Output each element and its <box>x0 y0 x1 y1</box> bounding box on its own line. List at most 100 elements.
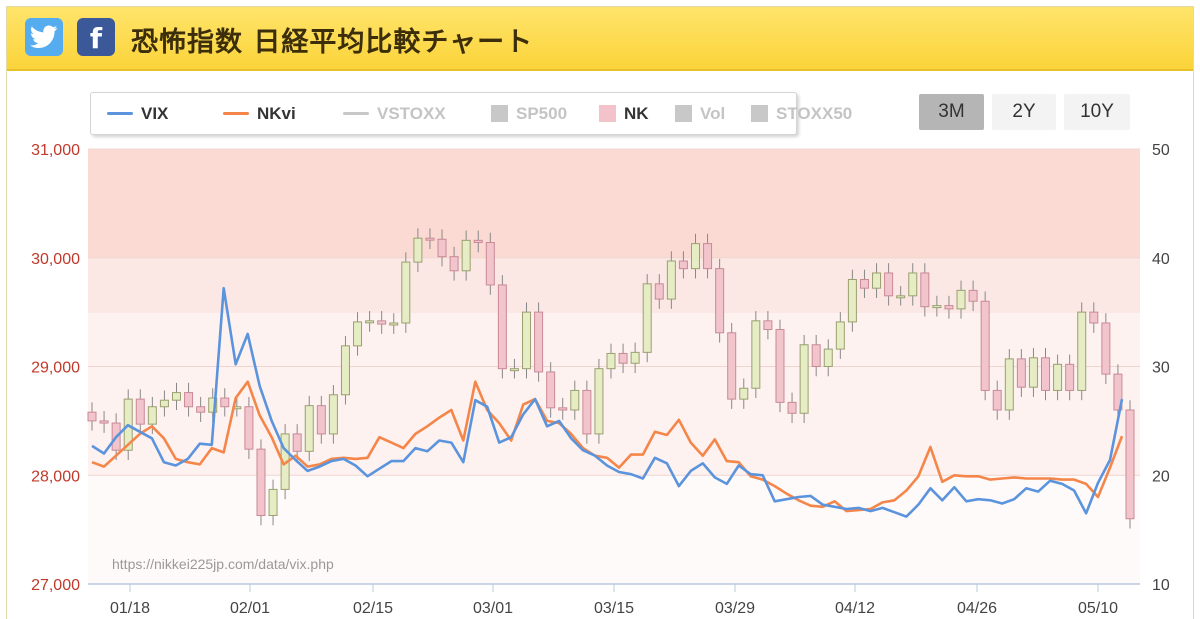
candle-body <box>473 239 483 244</box>
candle-body <box>956 289 966 310</box>
right-tick-label: 30 <box>1152 360 1170 377</box>
candle-body <box>654 283 664 300</box>
vix-line <box>91 286 1124 518</box>
legend-item-vol[interactable]: Vol <box>675 93 725 134</box>
candle-body <box>1053 363 1063 391</box>
candle-body <box>292 433 302 452</box>
candle-body <box>606 352 616 370</box>
candle-body <box>678 260 688 270</box>
legend-label: Vol <box>700 103 726 123</box>
legend-swatch <box>223 112 249 115</box>
legend-item-stoxx50[interactable]: STOXX50 <box>751 93 852 134</box>
candle-body <box>1065 363 1075 391</box>
range-3m-button[interactable]: 3M <box>919 94 984 130</box>
legend-swatch <box>343 112 369 115</box>
candle-body <box>389 322 399 326</box>
legend-item-sp500[interactable]: SP500 <box>491 93 567 134</box>
candle-body <box>823 348 833 368</box>
legend-swatch <box>599 105 616 122</box>
candle-body <box>847 279 857 323</box>
twitter-icon <box>30 25 58 48</box>
candle-body <box>763 320 773 331</box>
candle-body <box>666 260 676 300</box>
zone-band <box>88 149 1140 258</box>
right-tick-label: 40 <box>1152 251 1170 268</box>
candle-body <box>787 401 797 414</box>
x-tick-label: 04/26 <box>957 600 997 617</box>
watermark-url: https://nikkei225jp.com/data/vix.php <box>112 556 334 572</box>
x-tick-label: 04/12 <box>835 600 875 617</box>
fear-zones <box>88 149 1140 584</box>
right-tick-label: 50 <box>1152 142 1170 159</box>
candle-body <box>135 398 145 425</box>
candle-body <box>570 389 580 411</box>
legend-swatch <box>751 105 768 122</box>
axes: 01/18 02/01 02/15 03/01 03/15 03/29 04/12 04/26… <box>31 142 1170 617</box>
legend-label: VSTOXX <box>377 103 446 123</box>
candle-body <box>1041 357 1051 391</box>
candle-body <box>751 320 761 389</box>
range-2y-button[interactable]: 2Y <box>992 94 1056 130</box>
candle-body <box>582 389 592 435</box>
candle-body <box>99 420 109 424</box>
candle-body <box>340 345 350 396</box>
legend-swatch <box>675 105 692 122</box>
twitter-share-button[interactable] <box>25 18 63 56</box>
left-tick-label: 31,000 <box>31 142 80 159</box>
candle-body <box>896 295 906 299</box>
facebook-share-button[interactable]: f <box>77 18 115 56</box>
candle-body <box>365 320 375 324</box>
legend-item-nkvi[interactable]: NKvi <box>223 93 296 134</box>
candle-body <box>485 242 495 286</box>
candle-body <box>461 239 471 272</box>
candle-body <box>208 397 218 413</box>
candle-body <box>497 284 507 370</box>
candle-body <box>727 332 737 400</box>
candle-body <box>244 406 254 450</box>
legend-item-vix[interactable]: VIX <box>107 93 168 134</box>
candle-body <box>509 368 519 372</box>
candle-body <box>1004 358 1014 411</box>
candle-body <box>147 406 157 425</box>
candle-body <box>413 237 423 263</box>
legend-item-vstoxx[interactable]: VSTOXX <box>343 93 446 134</box>
facebook-icon: f <box>89 22 103 55</box>
candle-body <box>775 329 785 403</box>
page-title: 恐怖指数 日経平均比較チャート <box>131 27 534 58</box>
candle-body <box>811 344 821 367</box>
nk-candles <box>87 228 1135 529</box>
candle-body <box>835 321 845 350</box>
candle-body <box>316 405 326 435</box>
candle-body <box>256 448 266 516</box>
candle-body <box>1089 311 1099 324</box>
x-tick-label: 03/01 <box>473 600 513 617</box>
candle-body <box>1077 311 1087 391</box>
candle-body <box>859 279 869 289</box>
right-tick-label: 20 <box>1152 468 1170 485</box>
candle-body <box>594 368 604 435</box>
candle-body <box>968 289 978 302</box>
chart-legend: VIX NKvi VSTOXX SP500 NK Vol STOXX50 <box>90 92 852 135</box>
candle-body <box>425 237 435 241</box>
x-tick-label: 03/29 <box>715 600 755 617</box>
candle-body <box>268 488 278 516</box>
legend-label: NKvi <box>257 103 296 123</box>
candle-body <box>401 261 411 324</box>
candle-body <box>1101 322 1111 375</box>
candle-body <box>449 256 459 272</box>
x-tick-label: 01/18 <box>110 600 150 617</box>
candle-body <box>715 268 725 334</box>
candle-body <box>703 243 713 270</box>
x-tick-label: 03/15 <box>594 600 634 617</box>
range-10y-button[interactable]: 10Y <box>1064 94 1130 130</box>
series-lines <box>91 286 1124 518</box>
candle-body <box>908 272 918 297</box>
candle-body <box>522 311 532 370</box>
legend-label: STOXX50 <box>776 103 853 123</box>
candle-body <box>353 321 363 347</box>
candle-body <box>1113 373 1123 411</box>
x-tick-label: 02/15 <box>353 600 393 617</box>
candle-body <box>87 411 97 422</box>
legend-item-nk[interactable]: NK <box>599 93 649 134</box>
